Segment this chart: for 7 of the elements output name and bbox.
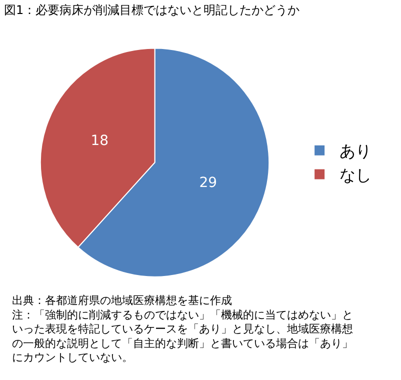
source-note: 出典：各都道府県の地域医療構想を基に作成 <box>12 294 232 307</box>
text: 注：「強制的に削減するものではない」「機械的に当てはめない」といった表現を特記しているケースを「あり」と見なし、地域医療構想の一般的な説明として「自主的な判断」と書いている場合は「あり」にカウントしていない。 <box>12 308 353 364</box>
legend-label: なし <box>340 165 372 184</box>
data-label: 18 <box>90 133 109 150</box>
data-label: 29 <box>199 175 218 192</box>
legend-label: あり <box>340 142 372 161</box>
chart-title: 図1：必要病床が削減目標ではないと明記したかどうか <box>4 3 300 18</box>
